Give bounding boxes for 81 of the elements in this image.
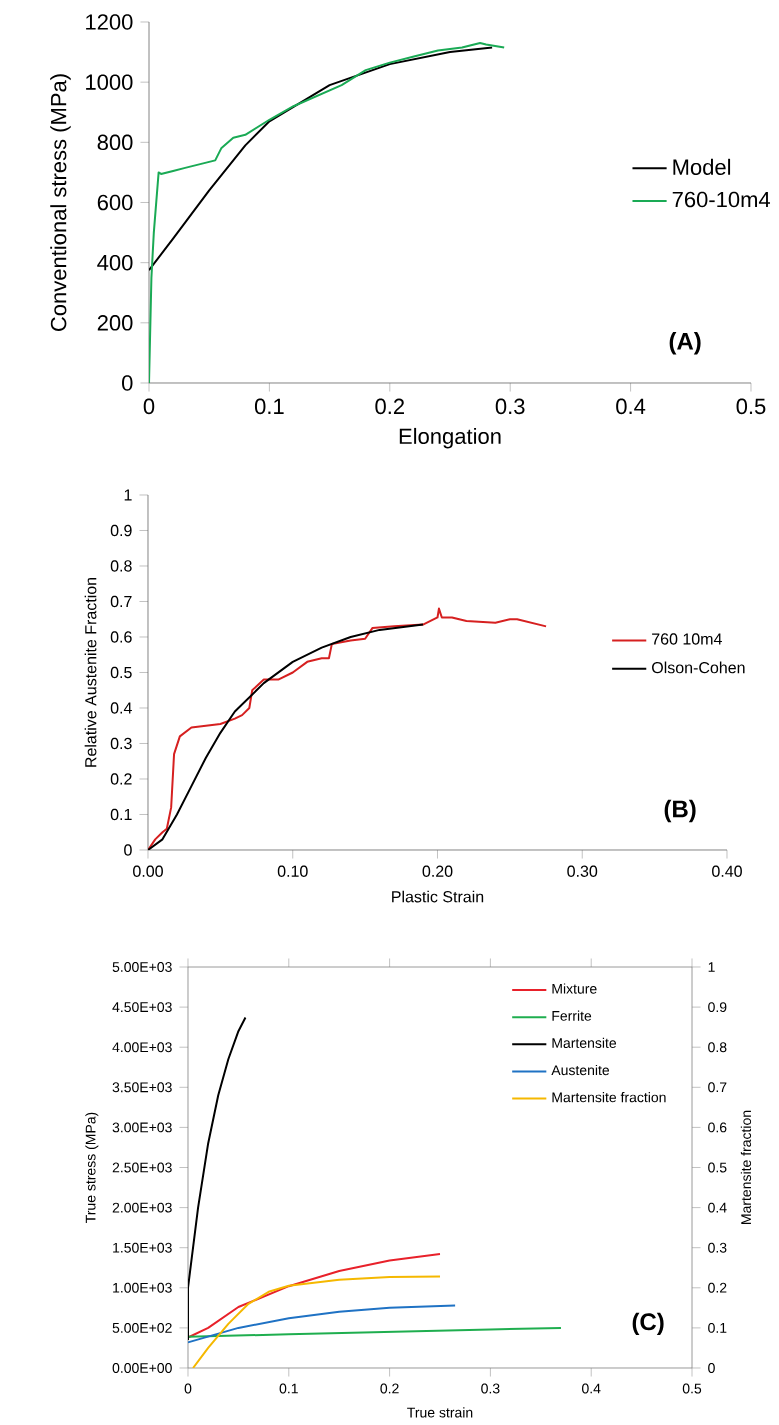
legend-label: 760 10m4 [652,633,722,645]
y-tick-label: 0.2 [110,773,132,785]
y-tick-label: 1.00E+03 [113,1282,172,1293]
y2-tick-label: 0.9 [708,1002,727,1013]
x-tick-label: 0.2 [375,398,404,415]
y-tick-label: 3.00E+03 [112,1122,172,1133]
y-tick-label: 0 [122,375,133,391]
x-axis-title: True strain [407,1407,473,1418]
legend-label: Mixture [552,983,597,994]
y-tick-label: 4.50E+03 [112,1002,172,1013]
y-tick-label: 0.5 [110,666,132,679]
y-tick-label: 0 [124,844,132,856]
x-tick-label: 0.10 [277,865,308,877]
y2-axis-title: Martensite fraction [740,1110,752,1224]
y-tick-label: 400 [97,254,133,271]
x-tick-label: 0.00 [133,865,163,877]
y2-tick-label: 0.3 [708,1242,727,1253]
y-axis-title: Relative Austenite Fraction [84,577,97,767]
y-tick-label: 0.8 [110,560,132,572]
y-tick-label: 1000 [86,74,133,90]
x-tick-label: 0.3 [495,398,525,415]
y-tick-label: 2.50E+03 [112,1162,172,1173]
line-series [188,1253,441,1339]
x-tick-label: 0.4 [582,1383,601,1394]
y-tick-label: 0.6 [110,631,132,643]
y2-tick-label: 0 [708,1363,715,1373]
y-tick-label: 0.7 [110,595,132,608]
x-tick-label: 0.2 [380,1383,399,1394]
annotation: (B) [664,799,696,823]
legend-label: Austenite [551,1064,610,1076]
y-tick-label: 5.00E+03 [112,962,172,972]
y-tick-label: 0.3 [110,737,132,750]
y2-tick-label: 0.2 [708,1282,727,1293]
y-tick-label: 200 [97,315,133,331]
y2-tick-label: 0.6 [708,1122,727,1133]
x-tick-label: 0.20 [422,865,453,877]
annotation: (A) [669,332,701,355]
x-tick-label: 0.5 [682,1383,702,1394]
line-series [148,623,425,850]
y-tick-label: 5.00E+02 [112,1322,172,1333]
x-tick-label: 0.40 [712,865,742,877]
y-tick-label: 1200 [86,14,133,30]
y2-tick-label: 0.8 [708,1042,727,1053]
y-tick-label: 800 [97,134,133,151]
y-tick-label: 4.00E+03 [112,1042,172,1053]
y-tick-label: 0.1 [110,808,132,821]
y-tick-label: 600 [97,194,133,211]
y-tick-label: 1.50E+03 [113,1242,172,1253]
x-tick-label: 0.1 [254,398,284,415]
y-tick-label: 1 [124,489,132,501]
x-axis-title: Plastic Strain [392,890,484,903]
x-tick-label: 0.4 [616,398,646,415]
y-tick-label: 3.50E+03 [112,1082,172,1093]
y-axis-title: Conventional stress (MPa) [50,74,71,331]
x-tick-label: 0.1 [279,1383,298,1394]
x-tick-label: 0.5 [736,398,766,415]
legend-label: Martensite [552,1037,617,1048]
line-series [149,46,494,272]
legend-label: 760-10m4 [672,191,771,208]
y2-tick-label: 0.5 [708,1162,727,1173]
y-tick-label: 0.4 [110,702,132,714]
legend-label: Olson-Cohen [652,661,745,674]
x-tick-label: 0.30 [567,865,598,877]
x-tick-label: 0 [184,1383,192,1394]
line-series [192,1275,441,1368]
x-tick-label: 0.3 [481,1383,500,1394]
y-tick-label: 0.00E+00 [112,1363,172,1373]
line-series [188,1016,247,1341]
y2-tick-label: 0.7 [708,1082,727,1093]
legend-label: Model [673,158,731,175]
y-axis-title: True stress (MPa) [85,1112,99,1223]
annotation: (C) [632,1312,664,1336]
line-series [188,1304,457,1344]
legend-label: Ferrite [552,1010,592,1021]
y-tick-label: 2.00E+03 [112,1202,172,1213]
legend-label: Martensite fraction [552,1092,666,1103]
x-axis-title: Elongation [399,427,501,449]
y2-tick-label: 0.1 [708,1322,727,1333]
y2-tick-label: 0.4 [708,1202,727,1213]
y-tick-label: 0.9 [110,524,132,537]
y2-tick-label: 1 [708,962,715,972]
